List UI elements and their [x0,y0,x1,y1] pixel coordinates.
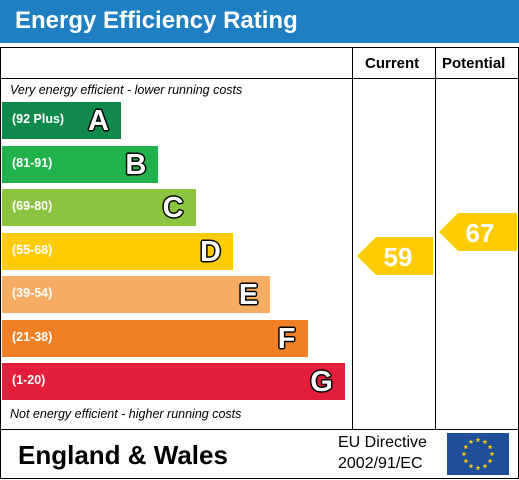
eu-star-icon [468,463,474,469]
rating-band-letter: D [199,235,221,268]
potential-rating-arrow-shape [439,213,517,251]
eu-star-icon [475,437,481,443]
footer-divider [0,429,518,430]
rating-band-range: (55-68) [12,242,53,257]
eu-star-icon [482,463,488,469]
chart-header: Energy Efficiency Rating [0,0,519,43]
eu-star-icon [468,439,474,444]
rating-band-c: (69-80) C [2,189,196,226]
eu-star-icon [463,458,469,464]
eu-flag-icon [447,433,509,475]
rating-band-f: (21-38) F [2,319,308,357]
column-header-divider [0,78,518,79]
rating-band-range: (92 Plus) [12,112,65,126]
rating-band-range: (1-20) [12,373,46,387]
potential-column-divider [435,47,436,430]
eu-star-icon [475,465,481,471]
rating-band-letter: G [310,366,333,398]
rating-band-e: (39-54) E [2,276,271,313]
rating-band-a: (92 Plus) A [2,102,121,139]
region-label: England & Wales [18,440,228,470]
eu-star-icon [482,439,488,444]
rating-band-letter: C [162,192,184,224]
rating-band-letter: A [88,105,109,137]
potential-rating-value: 67 [466,218,495,248]
current-rating-value: 59 [384,242,413,272]
rating-band-letter: F [277,322,296,355]
rating-band-range: (81-91) [12,155,53,170]
eu-star-icon [463,444,469,450]
eu-star-icon [487,444,493,450]
rating-band-letter: E [238,279,259,311]
potential-column-header: Potential [442,55,506,72]
current-rating-arrow: 59 [357,237,433,275]
potential-rating-arrow: 67 [439,213,517,251]
rating-band-letter: B [125,148,147,181]
current-column-header: Current [365,55,420,72]
chart-title: Energy Efficiency Rating [15,7,298,34]
inefficient-note: Not energy efficient - higher running co… [10,407,242,421]
current-rating-arrow-shape [357,237,433,275]
rating-band-range: (21-38) [12,329,53,344]
rating-band-range: (39-54) [12,286,53,300]
eu-star-icon [461,451,467,457]
eu-star-icon [487,458,493,464]
rating-band-d: (55-68) D [2,232,233,270]
directive-line-1: EU Directive [338,434,427,451]
rating-band-b: (81-91) B [2,145,159,183]
efficient-note: Very energy efficient - lower running co… [10,83,243,97]
rating-band-range: (69-80) [12,199,53,213]
eu-star-icon [489,451,495,457]
rating-band-g: (1-20) G [2,363,345,400]
eu-stars-icon [461,437,495,471]
directive-line-2: 2002/91/EC [338,455,423,472]
current-column-divider [352,47,353,430]
